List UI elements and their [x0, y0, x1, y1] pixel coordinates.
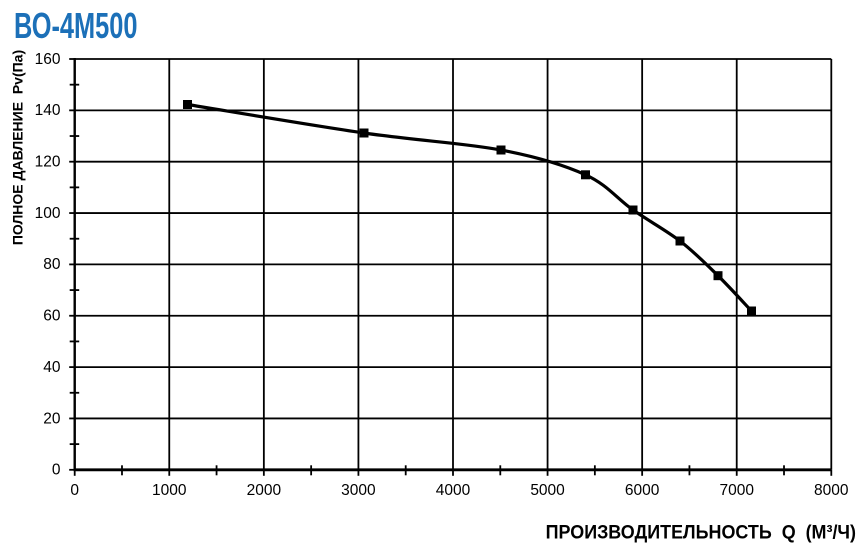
- svg-text:120: 120: [35, 154, 61, 171]
- svg-text:ПРОИЗВОДИТЕЛЬНОСТЬ Q (М³/Ч): ПРОИЗВОДИТЕЛЬНОСТЬ Q (М³/Ч): [546, 521, 856, 543]
- svg-text:2000: 2000: [247, 482, 282, 499]
- svg-text:60: 60: [43, 308, 61, 325]
- svg-text:40: 40: [43, 359, 61, 376]
- svg-text:80: 80: [43, 256, 61, 273]
- svg-text:20: 20: [43, 410, 61, 427]
- svg-text:1000: 1000: [152, 482, 187, 499]
- svg-text:100: 100: [35, 205, 61, 222]
- svg-text:7000: 7000: [719, 482, 754, 499]
- svg-text:5000: 5000: [530, 482, 565, 499]
- svg-text:8000: 8000: [814, 482, 849, 499]
- svg-text:ПОЛНОЕ ДАВЛЕНИЕ Pv(Па): ПОЛНОЕ ДАВЛЕНИЕ Pv(Па): [10, 50, 26, 245]
- svg-text:4000: 4000: [436, 482, 471, 499]
- svg-text:160: 160: [35, 51, 61, 68]
- svg-text:0: 0: [52, 462, 61, 479]
- svg-text:140: 140: [35, 102, 61, 119]
- svg-text:0: 0: [70, 482, 79, 499]
- svg-text:3000: 3000: [341, 482, 376, 499]
- svg-text:6000: 6000: [625, 482, 660, 499]
